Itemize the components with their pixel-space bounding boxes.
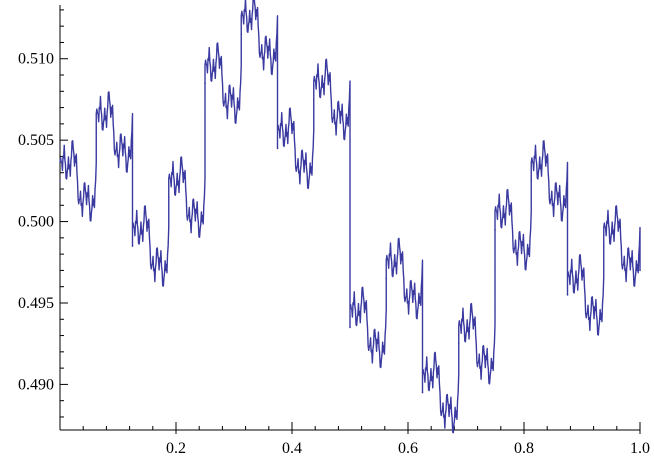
x-tick-label: 0.6: [398, 440, 418, 457]
y-tick-label: 0.505: [18, 132, 54, 149]
data-point: [276, 147, 279, 150]
data-point: [95, 131, 98, 133]
x-tick-label: 0.4: [282, 440, 302, 457]
series-line: [59, 0, 641, 434]
data-point: [312, 98, 315, 101]
data-point: [566, 294, 569, 296]
chart-axes: 0.2 0.4 0.6 0.8 1.0 0.490 0.495 0.500 0.505 0.510: [18, 5, 650, 457]
y-tick-label: 0.510: [18, 51, 54, 68]
x-tick-label: 0.2: [166, 440, 186, 457]
data-point: [421, 391, 424, 394]
x-tick-label: 0.8: [514, 440, 534, 457]
data-point: [385, 277, 388, 280]
data-point: [240, 33, 243, 36]
x-tick-label: 1.0: [630, 440, 650, 457]
data-point: [457, 342, 460, 345]
data-point: [349, 326, 351, 329]
data-point: [59, 180, 61, 182]
y-tick-label: 0.500: [18, 214, 54, 231]
data-point: [167, 196, 170, 198]
data-point: [204, 82, 206, 84]
data-point: [131, 245, 134, 247]
plot-area: [59, 0, 641, 434]
data-point: [602, 245, 605, 247]
data-point: [639, 269, 641, 272]
y-tick-label: 0.495: [18, 295, 54, 312]
data-point: [530, 180, 533, 182]
data-point: [494, 228, 496, 231]
y-tick-label: 0.490: [18, 376, 54, 393]
